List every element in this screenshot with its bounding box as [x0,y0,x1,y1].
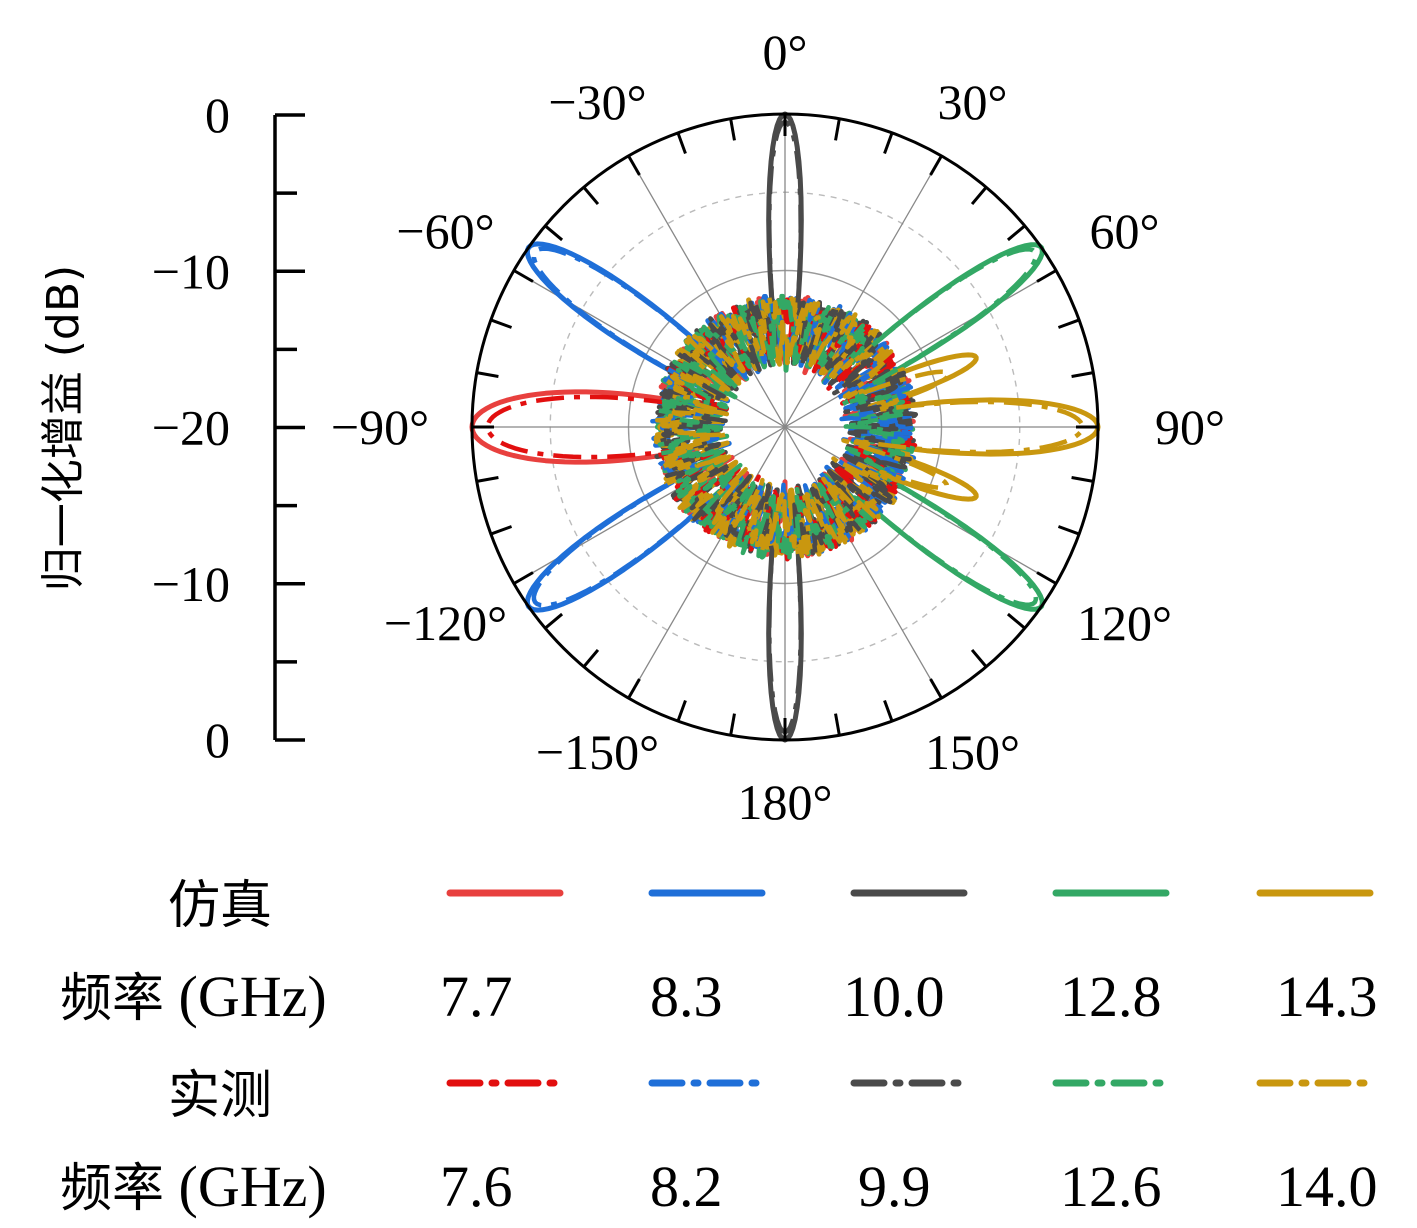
legend-sim-freq: 10.0 [843,964,945,1029]
angle-label: 0° [763,24,808,80]
radial-axis: 0 −10 −20 −10 0 [152,87,305,768]
angle-tick [476,371,499,378]
legend-meas-freq-label: 频率 (GHz) [60,1158,327,1216]
legend-meas-freq: 14.0 [1276,1154,1378,1219]
angle-label: 120° [1077,595,1172,651]
legend-sim-freq: 12.8 [1060,964,1162,1029]
angle-label: −90° [331,399,429,455]
series-line [655,293,1085,559]
angle-label: −120° [384,595,507,651]
series-line [655,247,1039,607]
angle-label: −150° [536,724,659,780]
angle-tick [834,713,841,736]
legend-meas-freq: 7.6 [440,1154,513,1219]
legend-sim-freq: 7.7 [440,964,513,1029]
angle-tick [544,224,564,242]
angle-tick [582,648,600,668]
angle-tick [676,699,687,722]
angle-tick [676,132,687,155]
angle-tick [883,132,894,155]
legend-meas-label: 实测 [168,1066,273,1126]
angle-tick [970,648,988,668]
angle-tick [929,678,943,699]
legend-freq-cn: 频率 [60,969,165,1029]
angle-label: 150° [925,724,1020,780]
angle-tick [929,155,943,176]
legend-freq-cn: 频率 [60,1159,165,1219]
radial-tick-label: −10 [152,243,230,299]
angle-tick [1006,224,1026,242]
angle-tick [1071,476,1094,483]
angle-tick [1036,269,1057,283]
angle-tick [1006,612,1026,630]
legend-meas-freq: 9.9 [858,1154,931,1219]
radial-tick-label: 0 [205,712,230,768]
angle-tick [1071,371,1094,378]
angle-tick [834,118,841,141]
legend-meas-freq: 8.2 [650,1154,723,1219]
polar-chart: 0 −10 −20 −10 0 0° 30° 60° 90° 120° 150° 180° −150°… [38,24,1225,830]
angle-label: 90° [1155,399,1225,455]
angle-tick [490,318,513,329]
angle-tick [627,678,641,699]
polar-frame [470,112,1100,742]
legend-meas-freq: 12.6 [1060,1154,1162,1219]
angle-tick [729,118,736,141]
angle-tick [729,713,736,736]
angle-tick [513,269,534,283]
angle-tick [513,571,534,585]
y-axis-label: 归一化增益 (dB) [38,265,89,591]
angle-tick [544,612,564,630]
radial-tick-label: 0 [205,87,230,143]
angle-tick [1057,318,1080,329]
angle-tick [1036,571,1057,585]
angle-label: 30° [938,74,1008,130]
angle-tick [1057,525,1080,536]
angle-tick [627,155,641,176]
angle-tick [490,525,513,536]
angle-tick [970,186,988,206]
polar-grid [472,114,1098,740]
legend-sim-label: 仿真 [168,876,273,936]
radial-tick-label: −20 [152,400,230,456]
angle-tick [883,699,894,722]
legend-sim-freq-label: 频率 (GHz) [60,968,327,1026]
angle-label: 180° [738,774,833,830]
angle-labels: 0° 30° 60° 90° 120° 150° 180° −150° −120° −90° −60… [331,24,1225,830]
legend-freq-unit: (GHz) [178,964,327,1029]
legend-freq-unit: (GHz) [178,1154,327,1219]
angle-tick [476,476,499,483]
series-group [469,111,1101,743]
angle-tick [582,186,600,206]
radial-tick-label: −10 [152,556,230,612]
legend-sim-freq: 8.3 [650,964,723,1029]
angle-label: 60° [1089,203,1159,259]
angle-label: −60° [396,203,494,259]
legend-sim-freq: 14.3 [1276,964,1378,1029]
grid-spoke [627,155,943,699]
angle-label: −30° [548,74,646,130]
